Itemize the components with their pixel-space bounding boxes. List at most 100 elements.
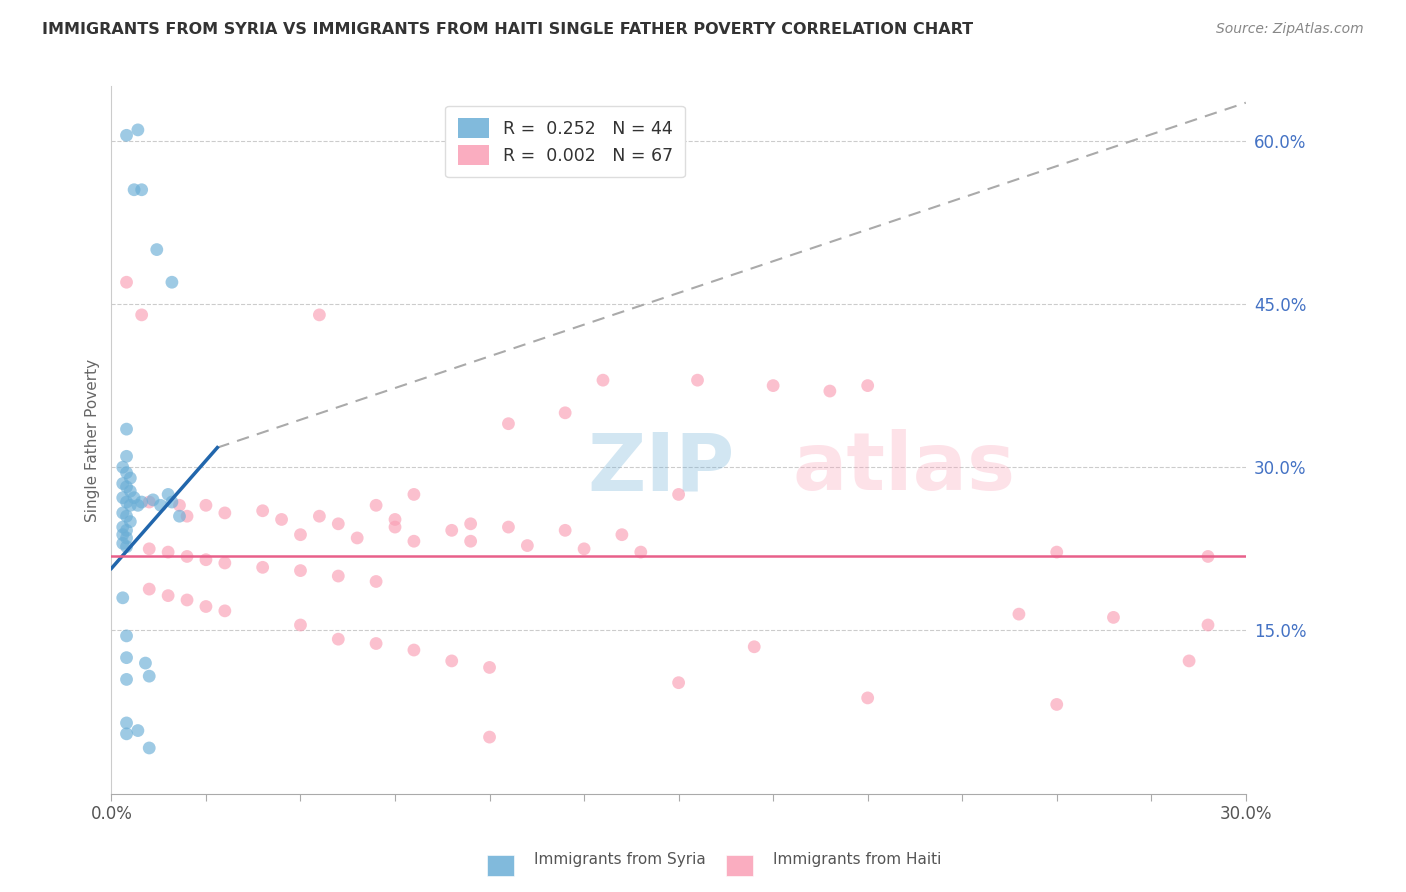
Point bbox=[364, 574, 387, 589]
Point bbox=[630, 545, 652, 559]
Point bbox=[384, 520, 406, 534]
Point bbox=[402, 487, 425, 501]
Point bbox=[176, 593, 198, 607]
Point bbox=[818, 384, 841, 398]
Point bbox=[120, 498, 142, 512]
Point bbox=[610, 527, 633, 541]
Point bbox=[194, 498, 217, 512]
Text: IMMIGRANTS FROM SYRIA VS IMMIGRANTS FROM HAITI SINGLE FATHER POVERTY CORRELATION: IMMIGRANTS FROM SYRIA VS IMMIGRANTS FROM… bbox=[42, 22, 973, 37]
Point bbox=[290, 564, 312, 578]
Point bbox=[1197, 549, 1219, 564]
Point bbox=[742, 640, 765, 654]
Point bbox=[115, 422, 138, 436]
Point bbox=[1008, 607, 1031, 621]
Point bbox=[131, 308, 153, 322]
Point bbox=[498, 417, 520, 431]
Point bbox=[440, 654, 463, 668]
Point bbox=[572, 541, 595, 556]
Point bbox=[384, 512, 406, 526]
Point bbox=[115, 531, 138, 545]
Point bbox=[115, 715, 138, 730]
Point bbox=[146, 243, 169, 257]
Point bbox=[328, 632, 350, 647]
Point bbox=[1046, 698, 1069, 712]
Point bbox=[115, 540, 138, 554]
Point bbox=[157, 487, 180, 501]
Point bbox=[308, 308, 330, 322]
Text: Immigrants from Haiti: Immigrants from Haiti bbox=[773, 852, 942, 867]
Point bbox=[364, 636, 387, 650]
Point bbox=[111, 506, 134, 520]
Point bbox=[346, 531, 368, 545]
Point bbox=[194, 552, 217, 566]
Y-axis label: Single Father Poverty: Single Father Poverty bbox=[86, 359, 100, 522]
Point bbox=[214, 604, 236, 618]
Point bbox=[122, 183, 145, 197]
Point bbox=[111, 460, 134, 475]
Point bbox=[160, 495, 183, 509]
Point bbox=[138, 541, 160, 556]
Point bbox=[111, 491, 134, 505]
Point bbox=[120, 515, 142, 529]
Point bbox=[111, 536, 134, 550]
Point bbox=[290, 527, 312, 541]
Point bbox=[111, 591, 134, 605]
Point bbox=[592, 373, 614, 387]
Point bbox=[364, 498, 387, 512]
Point bbox=[115, 673, 138, 687]
Point bbox=[127, 498, 149, 512]
Point bbox=[120, 484, 142, 499]
Point bbox=[402, 643, 425, 657]
Point bbox=[270, 512, 292, 526]
Point bbox=[478, 660, 501, 674]
Point bbox=[115, 450, 138, 464]
Point bbox=[157, 545, 180, 559]
Point bbox=[1178, 654, 1201, 668]
Point bbox=[111, 476, 134, 491]
Point bbox=[402, 534, 425, 549]
Text: Source: ZipAtlas.com: Source: ZipAtlas.com bbox=[1216, 22, 1364, 37]
Point bbox=[115, 509, 138, 524]
Point bbox=[111, 527, 134, 541]
Point bbox=[115, 128, 138, 143]
Point bbox=[686, 373, 709, 387]
Point bbox=[328, 569, 350, 583]
Point bbox=[160, 275, 183, 289]
Point bbox=[127, 723, 149, 738]
Point bbox=[252, 560, 274, 574]
Point bbox=[176, 549, 198, 564]
Point bbox=[328, 516, 350, 531]
Text: atlas: atlas bbox=[792, 429, 1015, 508]
Point bbox=[554, 406, 576, 420]
Point bbox=[1197, 618, 1219, 632]
Point bbox=[138, 669, 160, 683]
Point bbox=[115, 480, 138, 494]
Point bbox=[554, 524, 576, 538]
Point bbox=[440, 524, 463, 538]
Point bbox=[115, 275, 138, 289]
Point bbox=[194, 599, 217, 614]
Point bbox=[127, 123, 149, 137]
Point bbox=[138, 741, 160, 756]
Point bbox=[668, 487, 690, 501]
Point bbox=[214, 556, 236, 570]
Point bbox=[115, 466, 138, 480]
Point bbox=[131, 183, 153, 197]
Point bbox=[460, 516, 482, 531]
Point bbox=[111, 520, 134, 534]
Point bbox=[516, 539, 538, 553]
Point bbox=[122, 491, 145, 505]
Point bbox=[308, 509, 330, 524]
Point bbox=[149, 498, 172, 512]
Text: Immigrants from Syria: Immigrants from Syria bbox=[534, 852, 706, 867]
Point bbox=[138, 582, 160, 596]
Legend: R =  0.252   N = 44, R =  0.002   N = 67: R = 0.252 N = 44, R = 0.002 N = 67 bbox=[446, 105, 685, 177]
Point bbox=[115, 524, 138, 538]
Point bbox=[115, 495, 138, 509]
Point bbox=[138, 495, 160, 509]
Point bbox=[856, 690, 879, 705]
Point bbox=[142, 492, 165, 507]
Point bbox=[214, 506, 236, 520]
Point bbox=[115, 650, 138, 665]
Point bbox=[134, 656, 156, 670]
